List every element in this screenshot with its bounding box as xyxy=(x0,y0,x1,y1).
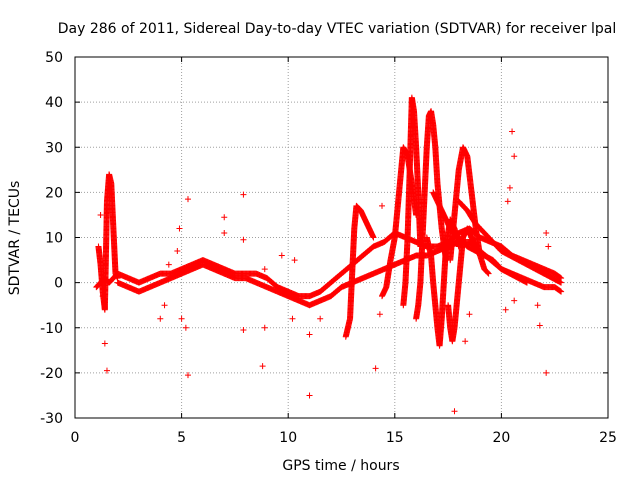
y-tick-label: -10 xyxy=(40,321,63,337)
y-tick-label: -30 xyxy=(40,411,63,427)
x-tick-label: 10 xyxy=(279,430,297,446)
data-point xyxy=(306,392,313,399)
y-tick-label: 20 xyxy=(45,185,63,201)
y-tick-label: 30 xyxy=(45,140,63,156)
data-point xyxy=(289,315,296,322)
data-point xyxy=(176,225,183,232)
data-point xyxy=(240,191,247,198)
data-point xyxy=(182,324,189,331)
data-point xyxy=(484,269,491,276)
data-point xyxy=(556,287,563,294)
data-point xyxy=(502,306,509,313)
data-point xyxy=(174,248,181,255)
data-point xyxy=(509,128,516,135)
data-point xyxy=(161,302,168,309)
data-point xyxy=(240,327,247,334)
data-point xyxy=(157,315,164,322)
data-point xyxy=(485,270,492,277)
x-axis-label: GPS time / hours xyxy=(282,458,399,474)
data-point xyxy=(372,365,379,372)
data-point xyxy=(317,315,324,322)
y-tick-label: 0 xyxy=(54,276,63,292)
y-tick-label: 50 xyxy=(45,50,63,66)
x-tick-label: 25 xyxy=(599,430,617,446)
data-point xyxy=(462,338,469,345)
data-point xyxy=(466,311,473,318)
data-point xyxy=(261,324,268,331)
x-tick-label: 5 xyxy=(177,430,186,446)
data-point xyxy=(184,196,191,203)
data-point xyxy=(240,236,247,243)
y-tick-label: 10 xyxy=(45,231,63,247)
data-point xyxy=(511,153,518,160)
data-point xyxy=(291,257,298,264)
data-point xyxy=(558,288,565,295)
data-point xyxy=(506,184,513,191)
data-point xyxy=(278,252,285,259)
x-tick-label: 20 xyxy=(492,430,510,446)
data-point xyxy=(545,243,552,250)
data-point xyxy=(97,211,104,218)
data-point xyxy=(306,331,313,338)
data-point xyxy=(379,202,386,209)
x-tick-label: 0 xyxy=(71,430,80,446)
data-point xyxy=(504,198,511,205)
data-point xyxy=(534,302,541,309)
data-point xyxy=(221,229,228,236)
data-point xyxy=(543,229,550,236)
data-point xyxy=(376,311,383,318)
data-point xyxy=(484,269,491,276)
data-point xyxy=(178,315,185,322)
chart-title: Day 286 of 2011, Sidereal Day-to-day VTE… xyxy=(58,21,616,37)
y-axis-label: SDTVAR / TECUs xyxy=(7,181,23,296)
data-point xyxy=(261,266,268,273)
data-point xyxy=(259,363,266,370)
data-point xyxy=(101,340,108,347)
x-tick-label: 15 xyxy=(386,430,404,446)
data-point xyxy=(103,367,110,374)
axis-ticks: 0 5 10 15 20 25 -30 -20 -10 0 10 20 30 40 50 xyxy=(40,50,617,446)
data-point xyxy=(221,214,228,221)
data-point xyxy=(557,288,564,295)
y-tick-label: -20 xyxy=(40,366,63,382)
data-point xyxy=(165,261,172,268)
data-point xyxy=(184,372,191,379)
y-tick-label: 40 xyxy=(45,95,63,111)
data-point xyxy=(370,234,377,241)
grid xyxy=(75,57,608,418)
data-points xyxy=(93,94,565,415)
data-point xyxy=(451,408,458,415)
data-point xyxy=(543,369,550,376)
data-point xyxy=(511,297,518,304)
